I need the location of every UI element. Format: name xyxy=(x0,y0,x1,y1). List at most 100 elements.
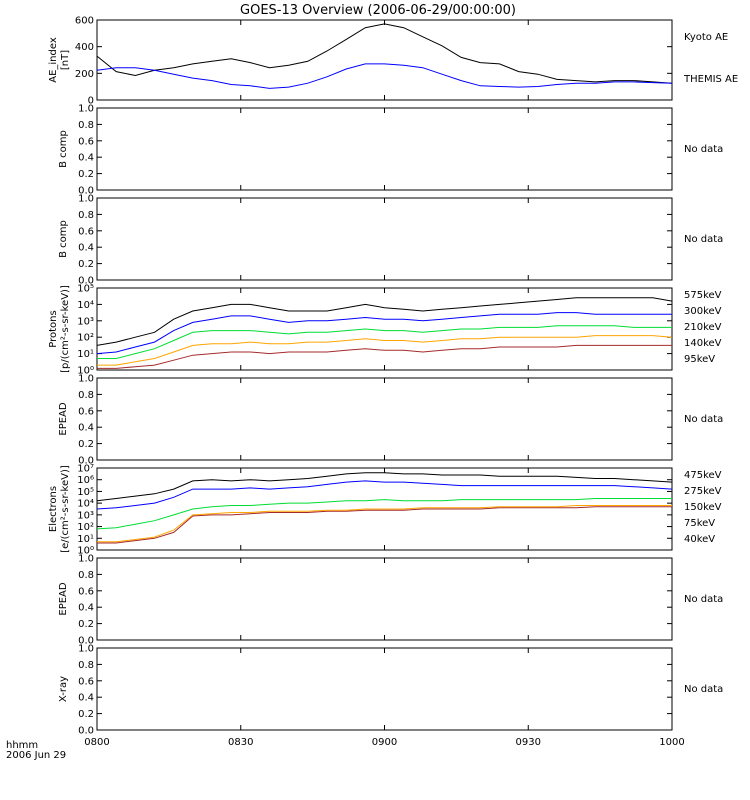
panel-frame xyxy=(96,647,673,731)
y-tick-label: 0.0 xyxy=(78,276,94,287)
y-tick-label: 0.6 xyxy=(78,676,94,687)
no-data-label: No data xyxy=(684,684,723,695)
y-tick-label: 0 xyxy=(88,96,94,107)
y-tick-label: 0.4 xyxy=(78,243,94,254)
y-tick-label: 10⁷ xyxy=(77,464,94,475)
y-tick-label: 0.6 xyxy=(78,586,94,597)
y-tick-label: 10⁴ xyxy=(77,499,94,510)
y-tick-label: 1.0 xyxy=(78,194,94,205)
x-tick-label: 0800 xyxy=(84,737,109,748)
y-tick-label: 600 xyxy=(75,16,94,27)
no-data-label: No data xyxy=(684,594,723,605)
panel-bcomp-2: 0.0 0.2 0.4 0.6 0.8 1.0 B comp No data xyxy=(58,194,723,287)
y-tick-label: 0.2 xyxy=(78,439,94,450)
legend-item: 300keV xyxy=(684,306,722,317)
series-line-150kev xyxy=(96,498,672,530)
y-tick-label: 0.0 xyxy=(78,636,94,647)
series-line-140kev xyxy=(96,312,672,355)
y-tick-label: 1.0 xyxy=(78,554,94,565)
y-tick-label: 0.2 xyxy=(78,169,94,180)
y-tick-label: 10⁰ xyxy=(77,546,94,557)
y-axis-label: [nT] xyxy=(60,50,71,70)
figure-title: GOES-13 Overview (2006-06-29/00:00:00) xyxy=(240,3,516,18)
y-tick-label: 200 xyxy=(75,69,94,80)
series-line-300kev xyxy=(97,335,673,366)
footer-hhmm: hhmm xyxy=(6,740,38,751)
no-data-label: No data xyxy=(684,414,723,425)
legend-item: 475keV xyxy=(684,470,722,481)
y-axis-label: X-ray xyxy=(58,676,69,702)
series-line-40kev xyxy=(96,472,673,502)
panel-frame xyxy=(96,197,673,281)
panel-ae: 0 200 400 600 AE_index [nT] Kyoto AE THEMIS AE xyxy=(48,16,738,107)
y-tick-label: 1.0 xyxy=(78,644,94,655)
y-tick-label: 0.8 xyxy=(78,390,94,401)
y-axis-label: EPEAD xyxy=(58,402,69,436)
y-tick-label: 10⁶ xyxy=(77,475,94,486)
y-tick-label: 0.6 xyxy=(78,136,94,147)
series-line-95kev xyxy=(96,297,673,346)
legend-item: Kyoto AE xyxy=(684,32,728,43)
y-tick-label: 10⁵ xyxy=(77,487,94,498)
y-tick-label: 0.8 xyxy=(78,120,94,131)
panel-epead-1: 0.0 0.2 0.4 0.6 0.8 1.0 EPEAD No data xyxy=(58,374,723,467)
y-tick-label: 10¹ xyxy=(77,349,94,360)
y-tick-label: 0.4 xyxy=(78,423,94,434)
y-tick-label: 10² xyxy=(77,522,94,533)
panel-frame xyxy=(96,557,673,641)
y-tick-label: 0.6 xyxy=(78,406,94,417)
legend-item: 575keV xyxy=(684,290,722,301)
series-line-kyoto-ae xyxy=(96,23,673,84)
legend-item: 75keV xyxy=(684,518,715,529)
y-tick-label: 10⁵ xyxy=(77,284,94,295)
y-axis-label: AE_index xyxy=(48,37,59,83)
series-line-475kev xyxy=(97,506,672,544)
y-tick-label: 0.4 xyxy=(78,693,94,704)
y-axis-label: EPEAD xyxy=(58,582,69,616)
x-tick-label: 1000 xyxy=(659,737,684,748)
y-tick-label: 1.0 xyxy=(78,104,94,115)
legend-item: 150keV xyxy=(684,502,722,513)
y-tick-label: 0.0 xyxy=(78,456,94,467)
y-tick-label: 0.6 xyxy=(78,226,94,237)
legend-item: 40keV xyxy=(684,534,715,545)
panel-frame xyxy=(96,377,673,461)
legend-item: THEMIS AE xyxy=(683,74,738,85)
panel-xray: 0.0 0.2 0.4 0.6 0.8 1.0 X-ray No data 0800 0830 09… xyxy=(58,644,723,749)
y-axis-label: Protons xyxy=(48,310,59,347)
no-data-label: No data xyxy=(684,234,723,245)
y-tick-label: 0.4 xyxy=(78,153,94,164)
y-tick-label: 0.8 xyxy=(78,660,94,671)
y-tick-label: 10⁴ xyxy=(77,300,94,311)
legend-item: 95keV xyxy=(684,354,715,365)
y-axis-label: B comp xyxy=(58,130,69,168)
x-tick-label: 0900 xyxy=(372,737,397,748)
panel-epead-2: 0.0 0.2 0.4 0.6 0.8 1.0 EPEAD No data xyxy=(58,554,723,647)
y-tick-label: 0.2 xyxy=(78,709,94,720)
y-tick-label: 0.0 xyxy=(78,186,94,197)
y-tick-label: 0.0 xyxy=(78,726,94,737)
y-tick-label: 10² xyxy=(77,333,94,344)
legend-item: 140keV xyxy=(684,338,722,349)
legend-item: 275keV xyxy=(684,486,722,497)
panel-bcomp-1: 0.0 0.2 0.4 0.6 0.8 1.0 B comp No data xyxy=(58,104,723,197)
panel-protons: 10⁰ 10¹ 10² 10³ 10⁴ 10⁵ Protons [p/(cm²-s-sr-ke… xyxy=(48,284,722,377)
series-line-75kev xyxy=(96,480,673,510)
legend-item: 210keV xyxy=(684,322,722,333)
y-axis-label: [p/(cm²-s-sr-keV)] xyxy=(60,285,71,373)
series-line-themis-ae xyxy=(96,63,673,89)
panel-frame xyxy=(96,107,673,191)
series-line-210kev xyxy=(97,325,672,359)
series-line-575kev xyxy=(97,344,672,369)
y-tick-label: 0.8 xyxy=(78,210,94,221)
footer-date: 2006 Jun 29 xyxy=(6,750,66,761)
series-line-275kev xyxy=(97,505,672,543)
panel-frame xyxy=(96,19,673,101)
y-tick-label: 0.4 xyxy=(78,603,94,614)
y-axis-label: [e/(cm²-s-sr-keV)] xyxy=(60,465,71,553)
x-tick-label: 0930 xyxy=(516,737,541,748)
y-axis-label: Electrons xyxy=(48,486,59,532)
no-data-label: No data xyxy=(684,144,723,155)
